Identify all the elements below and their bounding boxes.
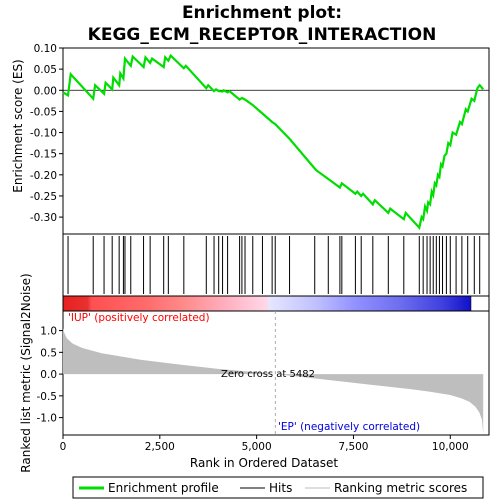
es-ytick-label: -0.25 — [30, 191, 57, 203]
ranked-ytick-label: 0.5 — [40, 347, 57, 359]
es-ytick-label: -0.05 — [30, 106, 57, 118]
ranked-metric-panel: 1.0 0.5 0.0 -0.5 -1.0 'IUP' (positively corr… — [19, 273, 490, 473]
negative-correlation-label: 'EP' (negatively correlated) — [278, 421, 420, 433]
legend: Enrichment profile Hits Ranking metric s… — [72, 476, 484, 499]
x-tick-label: 0 — [60, 441, 67, 453]
es-ytick-label: 0.10 — [34, 43, 57, 55]
es-ytick-label: -0.20 — [30, 170, 57, 182]
x-axis: 0 2,500 5,000 7,500 10,000 — [60, 435, 469, 453]
hits-panel-frame — [62, 233, 490, 297]
chart-title-line1: Enrichment plot: — [182, 3, 342, 23]
es-ytick-label: 0.00 — [34, 85, 57, 97]
rank-color-bar — [62, 295, 472, 312]
positive-correlation-label: 'IUP' (positively correlated) — [68, 312, 210, 324]
chart-title-line2: KEGG_ECM_RECEPTOR_INTERACTION — [88, 25, 437, 45]
x-axis-label: Rank in Ordered Dataset — [190, 456, 338, 470]
ranked-ytick-label: -0.5 — [37, 391, 58, 403]
es-ytick-label: -0.10 — [30, 128, 57, 140]
ranking-metric-area — [63, 328, 484, 435]
legend-enrichment-label: Enrichment profile — [108, 481, 219, 495]
legend-box — [72, 476, 484, 499]
es-panel: 0.10 0.05 0.00 -0.05 -0.10 -0.15 -0.20 -0.25 -0.… — [11, 43, 490, 235]
enrichment-profile-line — [62, 53, 485, 231]
x-tick-label: 7,500 — [338, 441, 368, 453]
es-panel-frame — [62, 47, 490, 235]
legend-hits-label: Hits — [269, 481, 292, 495]
legend-ranking-label: Ranking metric scores — [334, 481, 467, 495]
x-tick-label: 10,000 — [432, 441, 469, 453]
ranked-ytick-label: -1.0 — [37, 413, 58, 425]
hits-panel — [62, 233, 490, 312]
es-ylabel: Enrichment score (ES) — [11, 59, 25, 192]
x-tick-label: 5,000 — [242, 441, 272, 453]
es-ytick-label: -0.15 — [30, 149, 57, 161]
es-ytick-label: -0.30 — [30, 212, 57, 224]
ranked-ylabel: Ranked list metric (Signal2Noise) — [19, 273, 33, 472]
x-tick-label: 2,500 — [145, 441, 175, 453]
zero-cross-label: Zero cross at 5482 — [221, 369, 315, 380]
ranked-ytick-label: 1.0 — [40, 326, 57, 338]
ranked-ytick-label: 0.0 — [40, 369, 57, 381]
es-ytick-label: 0.05 — [34, 64, 57, 76]
